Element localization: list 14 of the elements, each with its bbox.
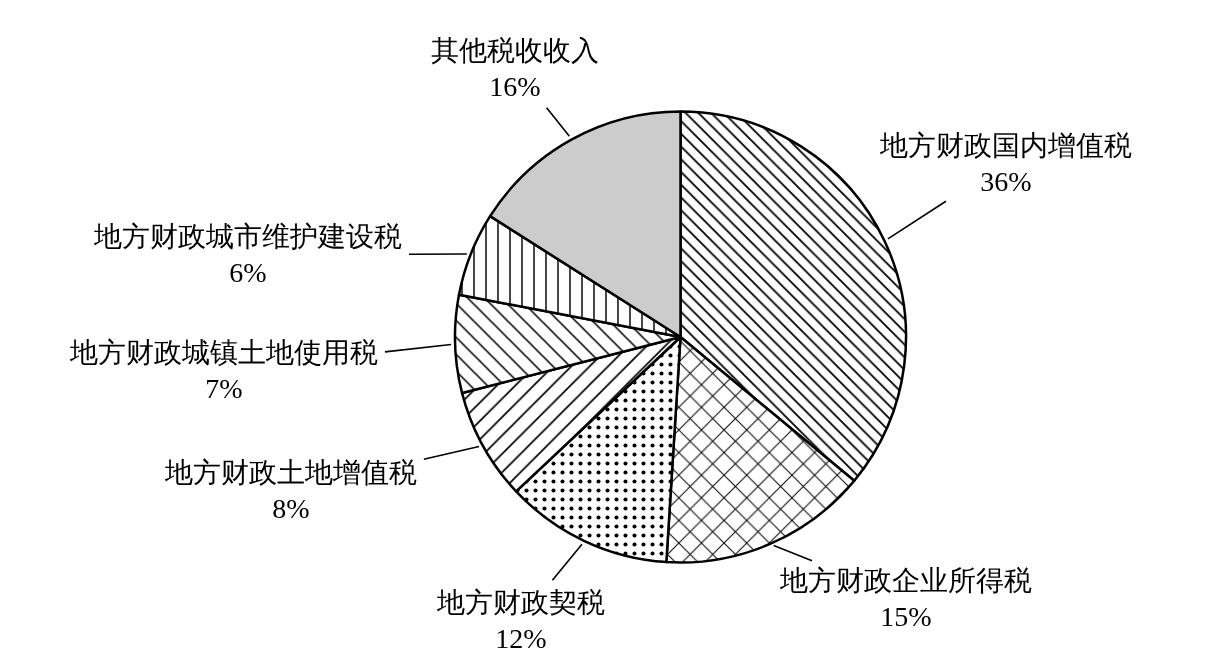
slice-label: 地方财政城镇土地使用税 bbox=[69, 337, 378, 368]
slice-label: 地方财政土地增值税 bbox=[164, 457, 417, 488]
data-label: 7% bbox=[205, 373, 243, 405]
slice-label: 其他税收收入 bbox=[431, 35, 599, 66]
slice-label: 地方财政城市维护建设税 bbox=[93, 221, 402, 252]
data-label: 36% bbox=[980, 166, 1032, 198]
data-label: 8% bbox=[272, 493, 310, 525]
data-label: 6% bbox=[229, 257, 267, 289]
data-label: 16% bbox=[489, 71, 541, 103]
slice-label: 地方财政契税 bbox=[436, 587, 605, 618]
slice-label: 地方财政企业所得税 bbox=[779, 565, 1032, 596]
data-label: 15% bbox=[880, 601, 932, 633]
data-label: 12% bbox=[495, 623, 547, 655]
slice-label: 地方财政国内增值税 bbox=[879, 130, 1132, 161]
